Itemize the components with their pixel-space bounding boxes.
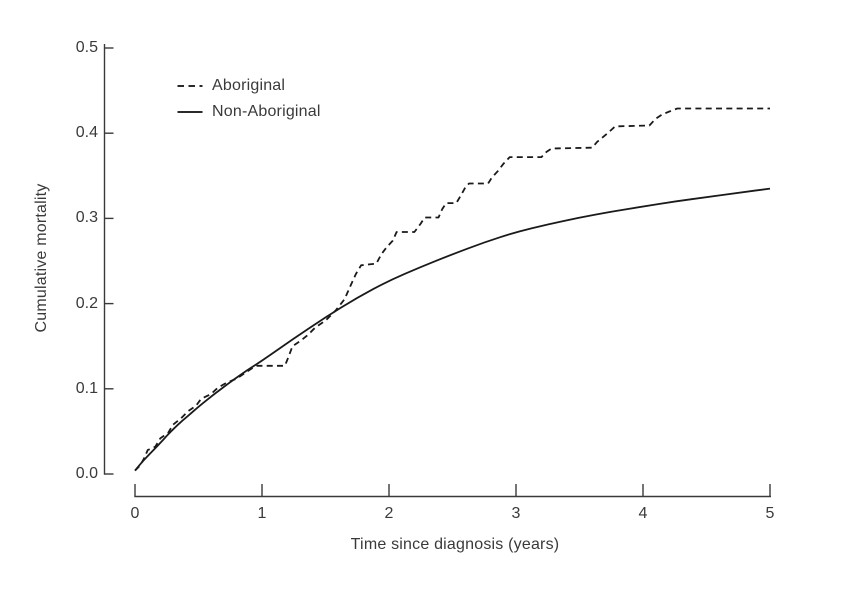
x-tick-label: 5 xyxy=(765,505,775,522)
y-tick-label: 0.1 xyxy=(75,379,98,397)
y-tick-label: 0.2 xyxy=(75,294,98,312)
x-axis-title: Time since diagnosis (years) xyxy=(350,536,560,553)
x-tick-label: 1 xyxy=(257,505,267,522)
y-axis-title: Cumulative mortality xyxy=(33,183,50,333)
legend-solid-sample xyxy=(177,111,203,113)
x-tick-label: 2 xyxy=(384,505,394,522)
legend-row-aboriginal: Aboriginal xyxy=(177,73,321,99)
legend-dashed-sample xyxy=(177,85,203,87)
y-tick-label: 0.5 xyxy=(75,39,98,56)
non-aboriginal-curve xyxy=(134,187,771,472)
y-tick-label: 0.3 xyxy=(75,209,98,227)
legend: Aboriginal Non-Aboriginal xyxy=(177,73,321,125)
y-tick-label: 0.0 xyxy=(75,465,98,482)
legend-label-non-aboriginal: Non-Aboriginal xyxy=(212,103,321,120)
y-tick-label: 0.4 xyxy=(75,124,98,142)
aboriginal-curve xyxy=(134,107,770,472)
x-tick-label: 3 xyxy=(511,505,521,522)
legend-row-non-aboriginal: Non-Aboriginal xyxy=(177,99,321,125)
legend-label-aboriginal: Aboriginal xyxy=(212,77,286,94)
x-tick-label: 0 xyxy=(130,505,140,522)
x-tick-label: 4 xyxy=(638,505,648,522)
